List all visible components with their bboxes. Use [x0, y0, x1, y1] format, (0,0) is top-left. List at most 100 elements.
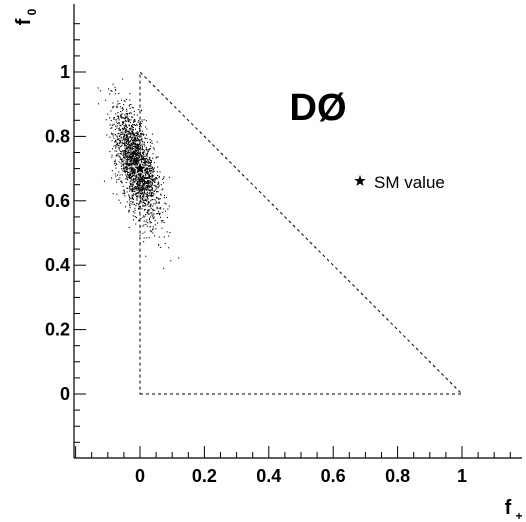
scatter-point — [120, 158, 122, 160]
scatter-point — [112, 193, 114, 195]
scatter-point — [129, 136, 131, 138]
scatter-point — [135, 217, 137, 219]
scatter-point — [146, 177, 148, 179]
scatter-point — [146, 204, 148, 206]
scatter-point — [152, 199, 154, 201]
scatter-point — [146, 134, 148, 136]
scatter-point — [133, 114, 135, 116]
scatter-point — [148, 165, 150, 167]
scatter-point — [140, 110, 142, 112]
scatter-point — [118, 144, 120, 146]
scatter-point — [146, 128, 148, 130]
scatter-point — [112, 83, 114, 85]
scatter-point — [134, 137, 136, 139]
scatter-point — [142, 174, 144, 176]
scatter-point — [127, 132, 129, 134]
scatter-point — [159, 171, 161, 173]
scatter-point — [127, 142, 129, 144]
scatter-point — [151, 177, 153, 179]
scatter-point — [143, 183, 145, 185]
scatter-point — [141, 186, 143, 188]
scatter-point — [117, 153, 119, 155]
scatter-point — [141, 189, 143, 191]
scatter-point — [136, 153, 138, 155]
scatter-point — [128, 145, 130, 147]
scatter-point — [146, 225, 148, 227]
scatter-point — [158, 236, 160, 238]
scatter-point — [139, 197, 141, 199]
scatter-point — [130, 138, 132, 140]
scatter-point — [136, 196, 138, 198]
scatter-point — [115, 88, 117, 90]
scatter-point — [136, 153, 138, 155]
scatter-point — [125, 166, 127, 168]
scatter-point — [144, 160, 146, 162]
scatter-point — [133, 121, 135, 123]
scatter-point — [159, 214, 161, 216]
scatter-point — [123, 133, 125, 135]
scatter-point — [138, 179, 140, 181]
scatter-point — [111, 132, 113, 134]
scatter-point — [129, 190, 131, 192]
scatter-point — [143, 201, 145, 203]
scatter-point — [140, 109, 142, 111]
scatter-point — [166, 216, 168, 218]
scatter-point — [130, 148, 132, 150]
scatter-point — [127, 187, 129, 189]
scatter-point — [151, 142, 153, 144]
scatter-point — [125, 129, 127, 131]
scatter-point — [134, 171, 136, 173]
scatter-point — [158, 201, 160, 203]
scatter-point — [117, 133, 119, 135]
scatter-point — [122, 141, 124, 143]
scatter-point — [137, 208, 139, 210]
scatter-point — [148, 205, 150, 207]
scatter-point — [131, 187, 133, 189]
scatter-point — [139, 211, 141, 213]
scatter-point — [129, 152, 131, 154]
scatter-point — [140, 145, 142, 147]
scatter-point — [124, 149, 126, 151]
scatter-point — [133, 179, 135, 181]
scatter-point — [138, 145, 140, 147]
scatter-point — [144, 169, 146, 171]
scatter-point — [127, 149, 129, 151]
scatter-point — [152, 180, 154, 182]
scatter-point — [125, 138, 127, 140]
experiment-label: DØ — [290, 87, 347, 129]
scatter-point — [112, 135, 114, 137]
scatter-point — [105, 119, 107, 121]
scatter-point — [118, 149, 120, 151]
scatter-point — [136, 149, 138, 151]
scatter-point — [137, 138, 139, 140]
scatter-point — [135, 134, 137, 136]
scatter-point — [122, 161, 124, 163]
scatter-point — [163, 177, 165, 179]
scatter-point — [148, 182, 150, 184]
scatter-point — [135, 160, 137, 162]
scatter-point — [124, 195, 126, 197]
scatter-point — [144, 193, 146, 195]
scatter-point — [146, 153, 148, 155]
scatter-point — [147, 159, 149, 161]
scatter-point — [149, 219, 151, 221]
scatter-point — [125, 124, 127, 126]
scatter-point — [132, 107, 134, 109]
scatter-point — [129, 182, 131, 184]
scatter-point — [126, 163, 128, 165]
scatter-point — [122, 109, 124, 111]
scatter-point — [145, 189, 147, 191]
scatter-point — [137, 156, 139, 158]
scatter-point — [122, 108, 124, 110]
scatter-point — [132, 194, 134, 196]
scatter-point — [151, 168, 153, 170]
scatter-point — [145, 214, 147, 216]
scatter-point — [150, 200, 152, 202]
scatter-point — [114, 129, 116, 131]
scatter-point — [131, 144, 133, 146]
scatter-point — [151, 192, 153, 194]
scatter-point — [130, 177, 132, 179]
scatter-point — [146, 149, 148, 151]
scatter-point — [128, 140, 130, 142]
scatter-point — [133, 141, 135, 143]
